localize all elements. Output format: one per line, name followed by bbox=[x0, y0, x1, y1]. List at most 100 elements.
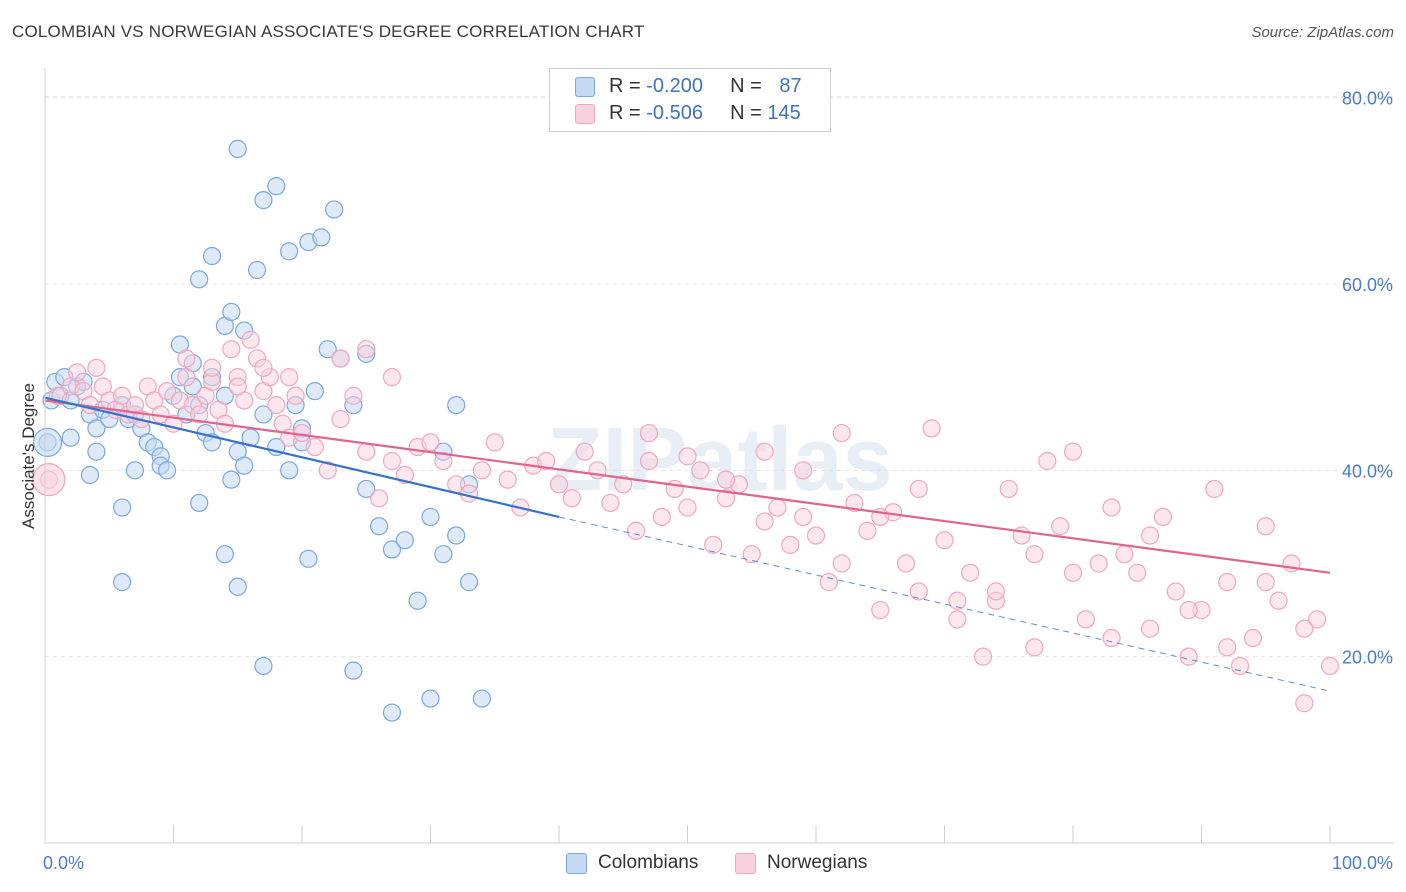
colombian-point bbox=[382, 703, 402, 722]
legend-n-value: 87 bbox=[779, 75, 802, 97]
colombian-point bbox=[472, 689, 491, 708]
norwegian-point bbox=[1269, 591, 1288, 610]
norwegian-point bbox=[537, 451, 556, 471]
norwegian-point bbox=[202, 358, 222, 377]
legend-r-value: -0.200 bbox=[646, 75, 703, 97]
norwegian-point bbox=[1205, 479, 1224, 499]
norwegian-point bbox=[716, 470, 736, 489]
norwegian-point bbox=[1076, 610, 1095, 629]
norwegian-point bbox=[678, 447, 697, 466]
y-tick-label: 60.0% bbox=[1342, 275, 1393, 295]
colombian-point bbox=[222, 302, 241, 322]
norwegian-point bbox=[575, 442, 594, 461]
norwegian-point bbox=[1320, 656, 1340, 676]
norwegian-point bbox=[1218, 573, 1237, 592]
norwegian-point bbox=[305, 437, 324, 457]
legend-r-label: R = bbox=[609, 102, 647, 124]
colombian-point bbox=[382, 540, 402, 559]
label-colombians: Colombians bbox=[598, 852, 699, 873]
norwegian-point bbox=[716, 489, 736, 508]
norwegian-point bbox=[858, 521, 877, 540]
colombians-points bbox=[32, 139, 491, 722]
norwegian-point bbox=[68, 363, 87, 382]
norwegian-point bbox=[1179, 647, 1198, 666]
norwegian-point bbox=[87, 358, 106, 377]
legend-swatch-blue bbox=[575, 77, 595, 97]
colombian-point bbox=[87, 419, 106, 438]
norwegian-point bbox=[498, 470, 517, 489]
x-tick-label: 100.0% bbox=[1332, 853, 1393, 873]
colombian-point bbox=[280, 461, 299, 480]
norwegian-point bbox=[370, 489, 389, 508]
norwegian-point bbox=[768, 498, 787, 517]
norwegian-point bbox=[909, 582, 928, 601]
legend-r-value: -0.506 bbox=[646, 102, 703, 124]
colombian-point bbox=[318, 340, 337, 359]
colombian-point bbox=[447, 395, 466, 415]
norwegian-point bbox=[1051, 517, 1070, 536]
norwegian-point bbox=[896, 554, 916, 573]
norwegian-point bbox=[1256, 573, 1275, 592]
norwegian-point bbox=[485, 433, 504, 452]
norwegian-point bbox=[755, 512, 774, 531]
norwegian-point bbox=[973, 647, 993, 666]
norwegian-point bbox=[1038, 451, 1057, 471]
norwegian-point bbox=[1308, 610, 1327, 629]
colombian-point bbox=[408, 591, 427, 610]
norwegian-point bbox=[421, 433, 440, 452]
colombian-point bbox=[254, 191, 273, 210]
norwegian-point bbox=[1025, 545, 1044, 564]
colombian-point bbox=[357, 479, 376, 499]
legend-n-label: N = bbox=[730, 102, 768, 124]
colombian-point bbox=[312, 228, 331, 247]
norwegian-point bbox=[601, 493, 620, 513]
norwegian-point bbox=[948, 610, 967, 629]
y-tick-label: 80.0% bbox=[1342, 89, 1393, 109]
norwegian-point bbox=[639, 423, 659, 443]
norwegian-point bbox=[806, 526, 826, 545]
norwegian-point bbox=[794, 507, 813, 527]
x-tick-label: 0.0% bbox=[43, 853, 84, 873]
colombian-point bbox=[421, 689, 440, 708]
norwegian-point bbox=[254, 358, 273, 377]
colombian-point bbox=[280, 242, 299, 261]
source-label: Source: ZipAtlas.com bbox=[1251, 24, 1394, 41]
colombian-point bbox=[267, 177, 286, 196]
norwegian-point bbox=[1102, 498, 1121, 517]
correlation-legend: R = -0.200 N = 87 R = -0.506 N = 145 bbox=[549, 68, 831, 132]
norwegian-point bbox=[614, 475, 633, 494]
norwegian-point bbox=[1115, 545, 1134, 564]
norwegian-point bbox=[32, 463, 66, 497]
colombian-point bbox=[157, 461, 177, 480]
colombian-point bbox=[80, 465, 100, 485]
colombian-point bbox=[299, 549, 318, 568]
colombian-point bbox=[254, 656, 273, 676]
trend-lines bbox=[44, 396, 1331, 692]
norwegian-point bbox=[331, 409, 350, 429]
norwegian-point bbox=[549, 475, 569, 494]
norwegian-point bbox=[1102, 628, 1121, 648]
colombian-point bbox=[202, 246, 222, 266]
colombian-point bbox=[87, 442, 106, 461]
norwegian-point bbox=[922, 419, 941, 438]
norwegian-point bbox=[794, 461, 813, 480]
norwegian-point bbox=[280, 368, 299, 387]
norwegian-point bbox=[112, 386, 132, 405]
norwegian-point bbox=[626, 521, 646, 540]
colombian-point bbox=[325, 200, 344, 219]
norwegian-point bbox=[241, 330, 260, 349]
colombian-point bbox=[190, 270, 209, 289]
legend-r-label: R = bbox=[609, 75, 647, 97]
norwegian-point bbox=[986, 582, 1006, 601]
norwegian-point bbox=[472, 461, 491, 480]
legend-swatch-pink bbox=[575, 104, 595, 124]
norwegian-point bbox=[157, 382, 177, 401]
norwegian-point bbox=[1063, 563, 1083, 582]
norwegian-point bbox=[678, 498, 697, 517]
colombian-point bbox=[228, 577, 247, 596]
gridlines bbox=[45, 96, 1393, 658]
norwegian-point bbox=[344, 386, 363, 405]
norwegian-point bbox=[704, 535, 723, 554]
norwegians-trend-line bbox=[44, 399, 1331, 574]
